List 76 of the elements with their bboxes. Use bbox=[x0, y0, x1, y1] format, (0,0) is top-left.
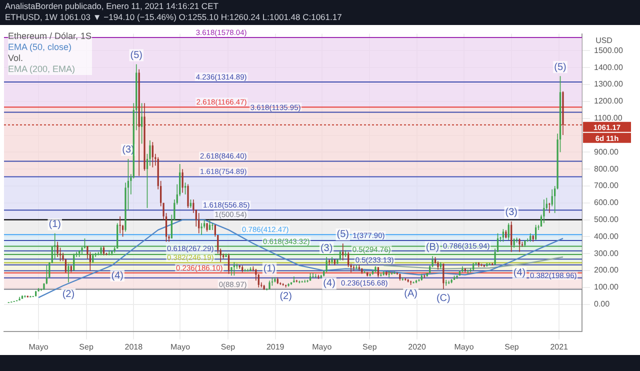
x-tick-label: Mayo bbox=[454, 342, 474, 352]
candlestick bbox=[548, 202, 550, 214]
annotation: (5) bbox=[130, 50, 142, 61]
candlestick bbox=[68, 263, 70, 283]
candlestick bbox=[342, 243, 344, 261]
candlestick bbox=[152, 142, 154, 168]
y-tick-label: 500.00 bbox=[594, 215, 620, 224]
candlestick bbox=[377, 266, 380, 278]
candlestick bbox=[198, 212, 200, 234]
annotation: (1) bbox=[263, 263, 276, 274]
y-tick-label: 700.00 bbox=[594, 181, 620, 190]
candlestick bbox=[187, 184, 189, 208]
annotation: (C) bbox=[436, 292, 450, 304]
annotation: (4) bbox=[111, 270, 124, 282]
candlestick bbox=[442, 263, 444, 290]
candlestick bbox=[56, 241, 58, 258]
annotation: (3) bbox=[505, 207, 518, 218]
text: ETHUSD, 1W 1061.03 ▼ −194.10 (−15.46%) O:1255.10 H:1260.24 L:1001.48 C:1061.17 bbox=[5, 12, 343, 23]
x-tick-label: Sep bbox=[79, 342, 94, 352]
annotation: (5) bbox=[554, 62, 566, 73]
text: EMA (50, close) bbox=[8, 42, 73, 53]
y-tick-label: 1100.00 bbox=[594, 114, 623, 123]
x-tick-label: Mayo bbox=[28, 342, 49, 352]
candlestick bbox=[356, 264, 358, 270]
candlestick bbox=[208, 219, 211, 230]
y-tick-label: 0.00 bbox=[594, 300, 610, 309]
annotation: (A) bbox=[404, 288, 418, 300]
candlestick bbox=[534, 224, 537, 240]
annotation: (1) bbox=[48, 219, 61, 230]
candlestick bbox=[200, 222, 202, 236]
annotation: (B) bbox=[426, 242, 440, 253]
x-tick-label: 2021 bbox=[550, 342, 569, 352]
y-tick-label: 200.00 bbox=[594, 266, 620, 275]
candlestick bbox=[228, 253, 230, 274]
y-tick-label: 1400.00 bbox=[594, 62, 624, 72]
y-tick-label: 1300.00 bbox=[594, 80, 624, 89]
x-tick-label: Mayo bbox=[170, 342, 191, 352]
y-tick-label: 600.00 bbox=[594, 198, 620, 208]
annotation: (2) bbox=[62, 289, 75, 300]
x-tick-label: Mayo bbox=[312, 342, 332, 352]
candlestick bbox=[326, 256, 328, 273]
candlestick bbox=[467, 269, 469, 274]
x-tick-label: 2018 bbox=[124, 342, 144, 352]
y-tick-label: 100.00 bbox=[594, 282, 620, 292]
y-tick-label: 1200.00 bbox=[594, 96, 624, 106]
candlestick bbox=[236, 263, 238, 270]
text: EMA (200, EMA) bbox=[8, 64, 76, 75]
x-tick-label: 2019 bbox=[266, 342, 285, 352]
annotation: (4) bbox=[323, 278, 336, 290]
candlestick bbox=[502, 228, 504, 242]
annotation: (3) bbox=[320, 242, 333, 254]
x-tick-label: 2020 bbox=[408, 342, 426, 352]
text: AnalistaBorden publicado, Enero 11, 2021 14:16:21 CET bbox=[5, 1, 220, 12]
annotation: (4) bbox=[513, 268, 526, 279]
x-tick-label: Sep bbox=[504, 342, 520, 352]
x-tick-label: Sep bbox=[220, 342, 236, 352]
candlestick bbox=[508, 222, 510, 240]
text: USD bbox=[596, 36, 613, 46]
x-tick-label: Sep bbox=[362, 342, 378, 352]
candlestick bbox=[348, 252, 350, 268]
y-tick-label: 400.00 bbox=[594, 232, 620, 241]
candlestick bbox=[182, 168, 184, 194]
y-tick-label: 900.00 bbox=[594, 147, 620, 156]
annotation: (2) bbox=[280, 291, 292, 302]
annotation: Vol. bbox=[8, 53, 24, 64]
y-tick-label: 800.00 bbox=[594, 164, 620, 174]
candlestick bbox=[543, 199, 545, 224]
y-tick-label: 1500.00 bbox=[594, 46, 624, 55]
y-tick-label: 300.00 bbox=[594, 248, 620, 258]
candlestick bbox=[140, 102, 143, 144]
candlestick bbox=[518, 238, 520, 252]
candlestick bbox=[102, 246, 105, 256]
candlestick bbox=[388, 270, 390, 278]
candlestick bbox=[510, 221, 512, 252]
chart-title: Ethereum / Dólar, 1S bbox=[8, 31, 92, 42]
annotation: (5) bbox=[336, 229, 349, 240]
